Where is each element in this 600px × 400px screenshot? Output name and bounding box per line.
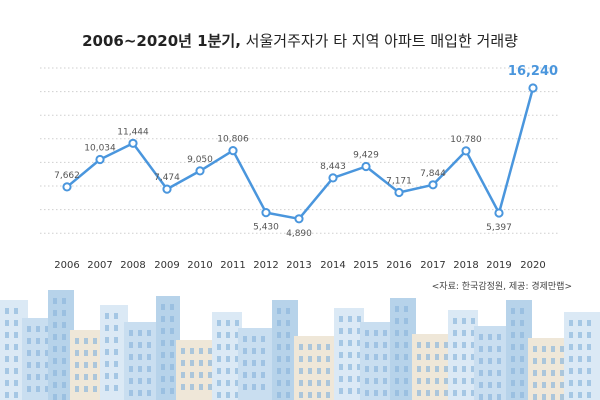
data-point xyxy=(328,173,338,183)
data-label: 10,034 xyxy=(84,144,116,154)
data-point xyxy=(394,187,404,198)
x-tick-label: 2012 xyxy=(253,260,278,271)
data-label: 7,662 xyxy=(54,171,80,181)
data-point xyxy=(228,146,238,156)
data-label: 4,890 xyxy=(286,229,312,239)
city-skyline-illustration xyxy=(0,290,600,400)
data-label: 9,050 xyxy=(187,155,213,165)
building xyxy=(238,328,276,400)
data-points xyxy=(62,83,538,224)
building xyxy=(124,322,160,400)
building xyxy=(528,338,568,400)
data-label: 9,429 xyxy=(353,151,379,161)
data-label: 7,844 xyxy=(420,169,446,179)
building xyxy=(212,312,242,400)
building xyxy=(412,334,452,400)
data-point xyxy=(294,214,304,224)
building xyxy=(22,318,52,400)
x-tick-label: 2015 xyxy=(353,260,378,271)
data-label: 10,806 xyxy=(217,135,249,145)
x-tick-label: 2016 xyxy=(386,260,411,271)
building xyxy=(506,300,532,400)
x-tick-label: 2009 xyxy=(154,260,179,271)
data-point xyxy=(62,182,72,192)
chart-title-bold: 2006~2020년 1분기, xyxy=(82,32,241,50)
data-label: 8,443 xyxy=(320,162,346,172)
x-tick-label: 2018 xyxy=(453,260,478,271)
x-tick-label: 2011 xyxy=(220,260,245,271)
x-tick-label: 2014 xyxy=(320,260,345,271)
chart-title: 2006~2020년 1분기, 서울거주자가 타 지역 아파트 매입한 거래량 xyxy=(82,32,518,50)
gridlines xyxy=(40,67,560,234)
building xyxy=(176,340,216,400)
x-tick-label: 2008 xyxy=(120,260,145,271)
data-point xyxy=(428,180,438,190)
data-label: 10,780 xyxy=(450,135,482,145)
building xyxy=(390,298,416,400)
x-tick-label: 2020 xyxy=(520,260,545,271)
data-label: 7,474 xyxy=(154,173,180,183)
building xyxy=(360,322,394,400)
data-point xyxy=(528,83,538,93)
data-point xyxy=(128,138,138,148)
data-point xyxy=(95,154,105,165)
data-point xyxy=(494,208,504,218)
x-tick-label: 2006 xyxy=(54,260,79,271)
x-tick-label: 2007 xyxy=(87,260,112,271)
data-label: 11,444 xyxy=(117,127,149,137)
data-label: 16,240 xyxy=(508,64,558,79)
data-label: 5,430 xyxy=(253,223,279,233)
data-point xyxy=(162,184,172,194)
building xyxy=(70,330,104,400)
x-axis-tick-labels: 2006 2007 2008 2009 2010 2011 2012 2013 2014 2015… xyxy=(54,260,545,271)
building xyxy=(334,308,364,400)
x-tick-label: 2013 xyxy=(286,260,311,271)
building xyxy=(272,300,298,400)
data-point xyxy=(261,208,271,218)
building xyxy=(448,310,478,400)
building xyxy=(474,326,510,400)
data-label: 5,397 xyxy=(486,223,512,233)
building xyxy=(100,305,128,400)
data-label: 7,171 xyxy=(386,177,412,187)
source-note: <자료: 한국감정원, 제공: 경제만랩> xyxy=(432,280,572,292)
data-point xyxy=(361,161,371,172)
building xyxy=(294,336,338,400)
x-tick-label: 2019 xyxy=(486,260,511,271)
x-tick-label: 2017 xyxy=(420,260,445,271)
chart-title-rest: 서울거주자가 타 지역 아파트 매입한 거래량 xyxy=(241,32,518,50)
data-point xyxy=(195,166,205,176)
x-tick-label: 2010 xyxy=(187,260,212,271)
data-point xyxy=(461,146,471,156)
building xyxy=(564,312,600,400)
building xyxy=(48,290,74,400)
